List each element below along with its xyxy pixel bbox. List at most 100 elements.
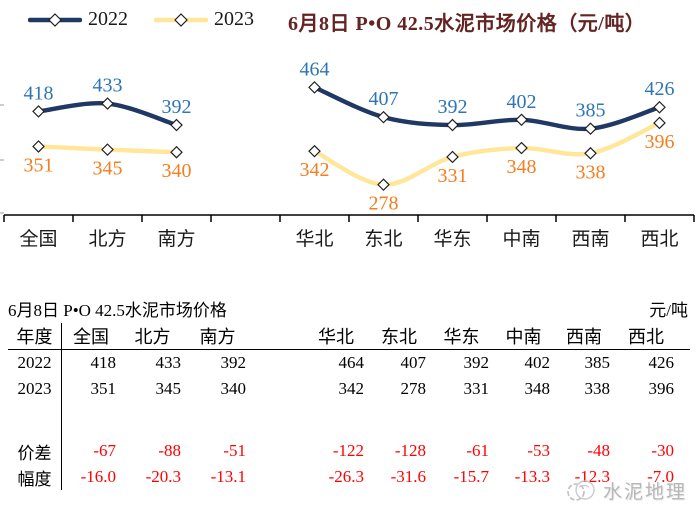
row-header-label: 年度 (8, 323, 62, 349)
chart-title: 6月8日 P•O 42.5水泥市场价格（元/吨） (288, 13, 646, 35)
row-label: 价差 (8, 438, 62, 464)
spacer-cell (8, 402, 62, 438)
table-cell: 407 (400, 353, 427, 372)
table-cell: -13.3 (514, 467, 550, 486)
table-cell: 340 (220, 379, 247, 398)
spacer-cell (250, 464, 304, 490)
table-cell: -128 (394, 441, 426, 460)
spacer-cell (250, 438, 304, 464)
table-cell: 385 (584, 353, 611, 372)
table-cell: -15.7 (453, 467, 489, 486)
table-cell: 392 (463, 353, 490, 372)
data-point-label: 396 (645, 131, 675, 153)
table-cell: -13.1 (210, 467, 246, 486)
legend-label: 2023 (214, 8, 254, 30)
category-label: 西南 (571, 228, 609, 250)
data-point-label: 351 (24, 154, 54, 176)
data-point-marker (653, 100, 666, 114)
data-point-marker (515, 141, 528, 155)
table-cell: 426 (648, 353, 675, 372)
row-label: 2022 (8, 350, 62, 376)
table-title-row: 6月8日 P•O 42.5水泥市场价格 元/吨 (8, 296, 690, 323)
cement-geography-logo-icon (567, 479, 595, 501)
data-point-label: 278 (369, 193, 399, 215)
category-label: 北方 (88, 228, 126, 250)
table-cell: 342 (338, 379, 365, 398)
table-cell: 331 (463, 379, 490, 398)
table-cell: -26.3 (328, 467, 364, 486)
table-cell: -51 (223, 441, 246, 460)
legend-line-icon (28, 12, 82, 27)
data-point-marker (101, 97, 114, 110)
data-point-marker (308, 81, 321, 94)
table-cell: -122 (332, 441, 364, 460)
series-line-2023 (312, 120, 662, 187)
table-cell: 华北 (318, 327, 354, 347)
legend-item-2022: 2022 (28, 8, 128, 31)
table-cell: 全国 (73, 327, 109, 347)
table-spacer-row (8, 402, 690, 438)
data-point-marker (377, 110, 390, 124)
price-line-chart: 全国 北方 南方 华北 东北 华东 中南 西南 西北 418 433 392 464 407 392 402 3… (0, 58, 695, 250)
table-cell: -20.3 (145, 467, 181, 486)
table-cell: 396 (648, 379, 675, 398)
data-point-label: 338 (576, 161, 606, 183)
table-cell: -53 (527, 441, 550, 460)
data-point-marker (446, 118, 459, 132)
data-point-label: 418 (24, 82, 54, 104)
data-point-label: 392 (162, 96, 192, 118)
table-cell: -48 (587, 441, 610, 460)
table-cell: 351 (90, 379, 117, 398)
spacer-cell (250, 350, 304, 376)
table-cell: 南方 (199, 327, 236, 347)
data-point-marker (32, 105, 45, 118)
table-title: 6月8日 P•O 42.5水泥市场价格 (8, 301, 227, 320)
data-point-marker (377, 178, 390, 192)
data-point-label: 348 (507, 156, 537, 178)
data-point-label: 331 (438, 165, 468, 187)
row-label: 2023 (8, 376, 62, 402)
chart-legend: 2022 2023 (28, 8, 254, 31)
data-point-marker (170, 118, 183, 132)
data-point-label: 402 (507, 91, 537, 113)
table-cell: -67 (93, 441, 116, 460)
table-cell: -30 (651, 441, 674, 460)
data-point-label: 392 (438, 96, 468, 118)
table-cell: -31.6 (390, 467, 426, 486)
table-unit-label: 元/吨 (649, 301, 688, 320)
table-row-percent-diff: 幅度 -16.0 -20.3 -13.1 -26.3 -31.6 -15.7 -13.3 -12… (8, 464, 690, 490)
category-label: 全国 (19, 228, 57, 250)
data-point-marker (515, 113, 528, 127)
data-point-label: 342 (300, 159, 330, 181)
data-point-marker (32, 140, 45, 153)
price-table: 年度 全国 北方 南方 华北 东北 华东 中南 西南 西北 2022 418 433 392 464 407 3… (8, 323, 690, 490)
table-cell: -16.0 (80, 467, 116, 486)
legend-line-icon (154, 12, 208, 27)
data-point-marker (101, 143, 114, 156)
price-table-section: 6月8日 P•O 42.5水泥市场价格 元/吨 年度 全国 北方 南方 华北 东北 华东 中南… (8, 296, 690, 490)
spacer-cell (250, 376, 304, 402)
data-point-label: 464 (300, 58, 330, 80)
data-point-marker (584, 146, 597, 160)
data-point-marker (308, 144, 321, 158)
category-label: 南方 (157, 228, 195, 250)
table-cell: 西南 (566, 327, 602, 347)
category-label: 东北 (364, 228, 402, 250)
legend-item-2023: 2023 (154, 8, 254, 31)
spacer-cell (250, 323, 304, 349)
watermark: 水泥地理 (565, 477, 687, 504)
table-cell: 338 (584, 379, 611, 398)
category-label: 华北 (295, 228, 333, 250)
table-cell: 华东 (443, 327, 480, 347)
table-row-price-diff: 价差 -67 -88 -51 -122 -128 -61 -53 -48 -30 (8, 438, 690, 464)
table-cell: -88 (158, 441, 181, 460)
table-cell: 402 (524, 353, 551, 372)
table-cell: 418 (90, 353, 117, 372)
data-point-marker (653, 116, 666, 130)
table-row-2022: 2022 418 433 392 464 407 392 402 385 426 (8, 350, 690, 376)
row-label: 幅度 (8, 464, 62, 490)
data-point-label: 340 (162, 160, 192, 182)
data-point-label: 433 (93, 75, 123, 97)
data-point-marker (584, 122, 597, 136)
